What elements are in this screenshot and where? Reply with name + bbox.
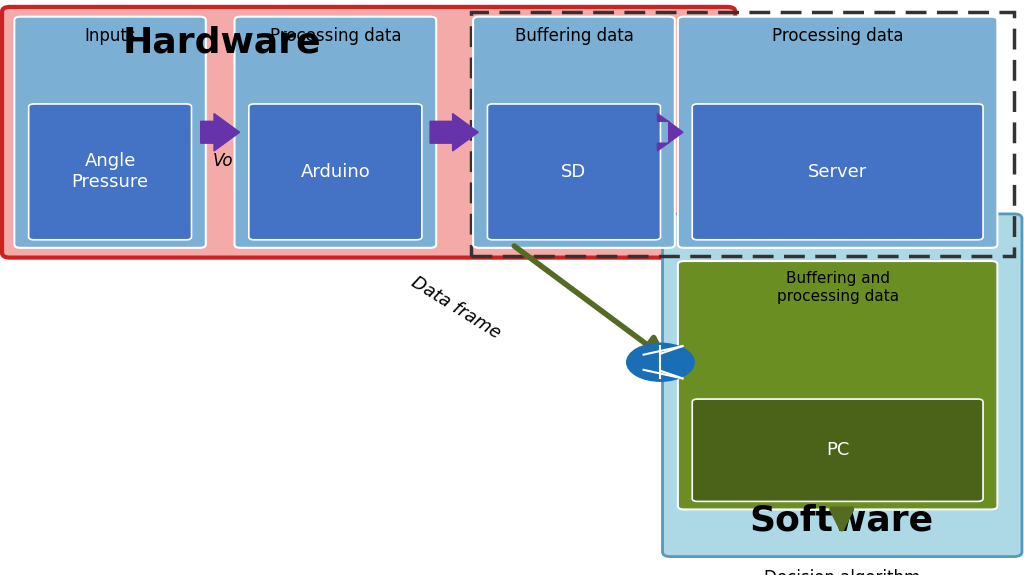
FancyBboxPatch shape (473, 17, 675, 248)
FancyBboxPatch shape (678, 261, 997, 509)
FancyBboxPatch shape (692, 399, 983, 501)
Text: Data frame: Data frame (408, 273, 504, 342)
Text: Server: Server (808, 163, 867, 181)
FancyBboxPatch shape (487, 104, 660, 240)
Text: Decision algorithm: Decision algorithm (764, 569, 920, 575)
Text: PC: PC (826, 441, 849, 459)
Bar (471, 12, 1014, 256)
Text: Buffering data: Buffering data (514, 27, 634, 45)
FancyBboxPatch shape (249, 104, 422, 240)
Text: Buffering and
processing data: Buffering and processing data (776, 271, 899, 304)
FancyArrow shape (657, 114, 683, 151)
Text: Processing data: Processing data (269, 27, 401, 45)
FancyBboxPatch shape (2, 7, 735, 258)
FancyBboxPatch shape (663, 214, 1022, 557)
Text: Hardware: Hardware (123, 26, 322, 60)
FancyArrow shape (201, 114, 240, 151)
FancyBboxPatch shape (234, 17, 436, 248)
Text: Inputs: Inputs (84, 27, 136, 45)
FancyArrow shape (430, 114, 478, 151)
Text: Processing data: Processing data (772, 27, 903, 45)
Text: Vo: Vo (213, 152, 233, 170)
Text: Angle
Pressure: Angle Pressure (72, 152, 148, 191)
FancyBboxPatch shape (14, 17, 206, 248)
FancyBboxPatch shape (692, 104, 983, 240)
Text: Software: Software (750, 504, 934, 538)
Text: SD: SD (561, 163, 587, 181)
Circle shape (627, 343, 694, 381)
FancyBboxPatch shape (29, 104, 191, 240)
Text: Arduino: Arduino (300, 163, 371, 181)
FancyBboxPatch shape (678, 17, 997, 248)
